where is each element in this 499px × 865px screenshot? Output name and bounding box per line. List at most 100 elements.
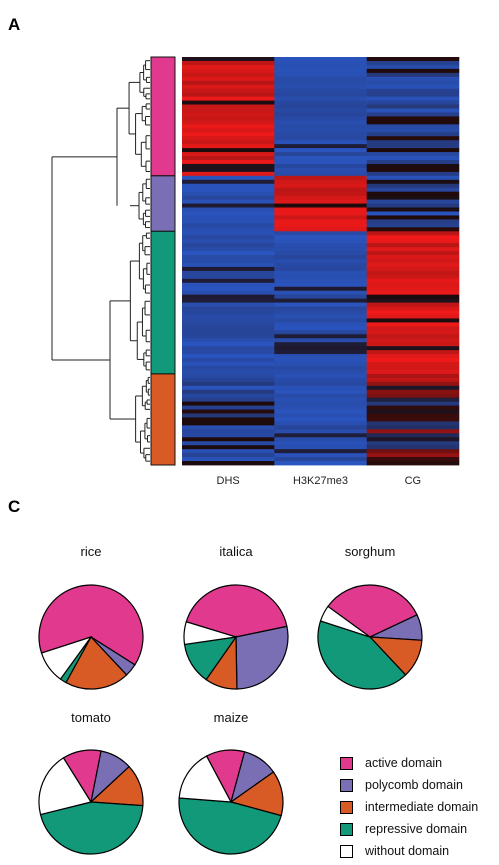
heatmap-cell	[366, 227, 460, 232]
heatmap-cell	[274, 358, 367, 363]
heatmap-cell	[182, 262, 275, 268]
heatmap-cell	[274, 457, 367, 462]
heatmap-cell	[274, 64, 367, 70]
heatmap-cell	[366, 120, 460, 125]
heatmap-cell	[182, 314, 275, 319]
pie-slice	[178, 755, 233, 803]
heatmap-cell	[366, 298, 460, 303]
heatmap-cell	[366, 128, 460, 133]
heatmap-cell	[366, 239, 460, 244]
heatmap-cell	[182, 148, 275, 153]
legend: active domain polycomb domain intermediate…	[340, 752, 478, 862]
heatmap-cell	[274, 346, 367, 351]
heatmap-cell	[366, 80, 460, 86]
heatmap-cell	[182, 96, 275, 101]
heatmap-cell	[366, 334, 460, 339]
heatmap-cell	[182, 112, 275, 117]
heatmap-cell	[366, 274, 460, 280]
heatmap-cell	[366, 163, 460, 169]
legend-item: active domain	[340, 752, 478, 774]
pie-slice	[327, 584, 418, 638]
sidebar-block	[150, 373, 176, 466]
heatmap-cell	[182, 385, 275, 391]
heatmap-cell	[366, 346, 460, 351]
heatmap-cell	[274, 116, 367, 121]
heatmap-cell	[274, 318, 367, 323]
legend-item: repressive domain	[340, 818, 478, 840]
pie-tomato: tomato	[38, 710, 144, 855]
heatmap-cell	[366, 215, 460, 220]
pie-title: tomato	[71, 710, 111, 725]
heatmap-cell	[274, 294, 367, 300]
heatmap-cell	[274, 211, 367, 216]
heatmap-cell	[366, 76, 460, 82]
heatmap-cell	[274, 389, 367, 395]
heatmap-cell	[366, 318, 460, 323]
heatmap-cell	[182, 163, 275, 169]
heatmap-cell	[274, 453, 367, 458]
heatmap-cell	[274, 243, 367, 248]
heatmap-cell	[366, 203, 460, 208]
heatmap-cell	[182, 306, 275, 311]
heatmap-cell	[366, 112, 460, 117]
heatmap-cell	[366, 116, 460, 121]
heatmap-cell	[274, 290, 367, 296]
heatmap-cell	[182, 251, 275, 256]
heatmap-cell	[366, 358, 460, 363]
heatmap-cell	[274, 262, 367, 268]
heatmap-cell	[366, 104, 460, 109]
heatmap-cell	[274, 187, 367, 193]
heatmap-cell	[274, 437, 367, 442]
heatmap-cell	[182, 68, 275, 74]
heatmap-cell	[366, 259, 460, 264]
heatmap-cell	[274, 227, 367, 232]
heatmap-cell	[274, 405, 367, 410]
heatmap-cell	[182, 433, 275, 438]
heatmap-cell	[274, 362, 367, 367]
heatmap-cell	[274, 100, 367, 105]
heatmap-cell	[366, 401, 460, 406]
heatmap-cell	[274, 247, 367, 252]
heatmap-cell	[182, 76, 275, 82]
heatmap-cell	[182, 389, 275, 395]
heatmap-cell	[274, 128, 367, 133]
heatmap-cell	[182, 338, 275, 343]
legend-item: polycomb domain	[340, 774, 478, 796]
legend-swatch	[340, 844, 353, 858]
heatmap-cell	[366, 156, 460, 161]
heatmap-cell	[182, 203, 275, 208]
heatmap-cell	[182, 199, 275, 204]
heatmap-cell	[182, 215, 275, 220]
heatmap-cell	[274, 445, 367, 450]
heatmap-cell	[366, 144, 460, 149]
heatmap-cell	[182, 159, 275, 165]
heatmap-cell	[182, 290, 275, 296]
heatmap-cell	[182, 132, 275, 137]
heatmap-cell	[366, 373, 460, 379]
heatmap-cell	[366, 152, 460, 157]
heatmap-cell	[366, 251, 460, 256]
heatmap-cell	[366, 140, 460, 145]
panel-label-c: C	[8, 497, 20, 516]
heatmap-cell	[366, 445, 460, 450]
heatmap-cell	[366, 148, 460, 153]
heatmap-cell	[366, 310, 460, 315]
heatmap-cell	[366, 314, 460, 319]
sidebar-block	[150, 230, 176, 375]
heatmap-cell	[366, 72, 460, 78]
heatmap-cell	[182, 120, 275, 125]
heatmap-cell	[366, 457, 460, 462]
heatmap-cell	[366, 290, 460, 296]
heatmap-cell	[366, 231, 460, 236]
heatmap-cell	[366, 350, 460, 355]
heatmap-cell	[182, 377, 275, 383]
heatmap-cell	[366, 425, 460, 430]
heatmap-cell	[366, 369, 460, 375]
heatmap-cell	[182, 187, 275, 193]
heatmap-cell	[182, 417, 275, 422]
heatmap-cell	[366, 262, 460, 268]
heatmap-cell	[182, 334, 275, 339]
heatmap-cell	[366, 322, 460, 327]
heatmap-cell	[366, 199, 460, 204]
heatmap-cell	[274, 393, 367, 399]
